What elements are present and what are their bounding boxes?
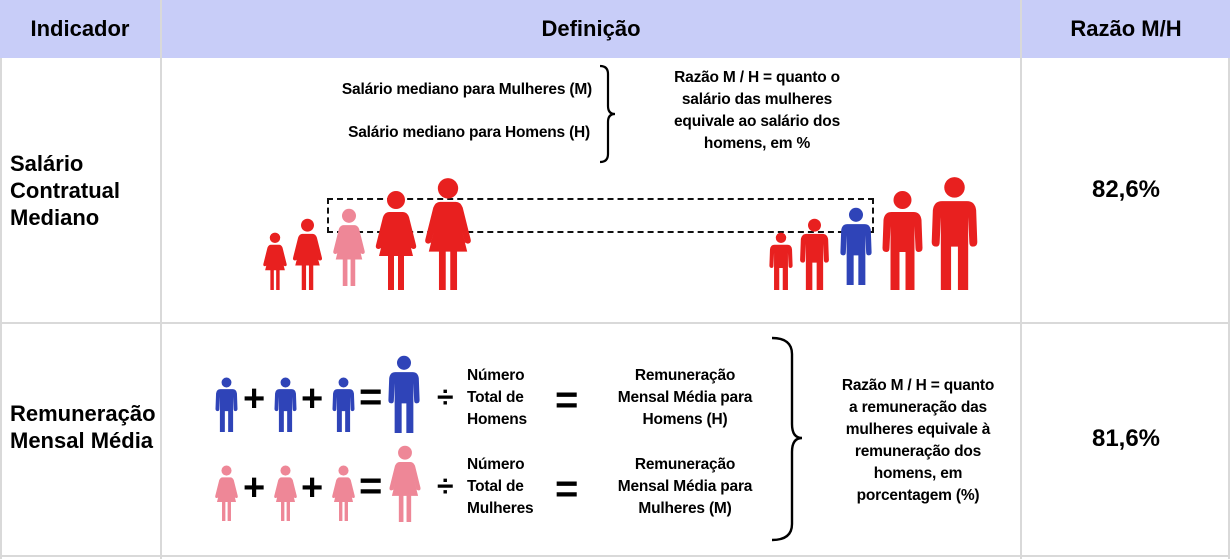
- indicator-line: Mediano: [10, 205, 100, 230]
- man-icon: [332, 377, 355, 432]
- text-line: Razão M / H = quanto o: [674, 69, 840, 86]
- text-line: Remuneração: [634, 367, 736, 384]
- man-icon: [274, 377, 297, 432]
- column-divider: [1020, 0, 1022, 559]
- man-icon: [769, 232, 793, 290]
- woman-icon: [263, 232, 287, 290]
- woman-icon: [375, 191, 417, 290]
- text-line: homens, em %: [703, 135, 811, 152]
- plus-sign: +: [243, 467, 266, 509]
- explanation-average: Razão M / H = quanto a remuneração das m…: [808, 375, 1028, 507]
- text-line: porcentagem (%): [856, 487, 980, 504]
- curly-brace-icon: [771, 336, 803, 542]
- text-line: mulheres equivale à: [845, 421, 991, 438]
- curly-brace-icon: [599, 64, 616, 164]
- ratio-remuneracao-media: 81,6%: [1091, 425, 1161, 452]
- men-average-pay: Remuneração Mensal Média para Homens (H): [595, 365, 775, 431]
- text-line: salário das mulheres: [681, 91, 833, 108]
- table-border: [0, 58, 2, 559]
- text-line: remuneração dos: [854, 443, 982, 460]
- indicator-line: Remuneração: [10, 401, 156, 426]
- men-median-label: Salário mediano para Homens (H): [348, 124, 590, 141]
- text-line: Total de: [467, 389, 524, 406]
- explanation-median: Razão M / H = quanto o salário das mulhe…: [630, 67, 884, 155]
- ratio-salario-mediano: 82,6%: [1091, 176, 1161, 203]
- median-highlight-box: [327, 198, 874, 233]
- header-indicador: Indicador: [0, 0, 160, 58]
- indicator-line: Contratual: [10, 178, 120, 203]
- text-line: equivale ao salário dos: [674, 113, 840, 130]
- plus-sign: +: [301, 467, 324, 509]
- text-line: Mensal Média para: [617, 389, 753, 406]
- men-total-count: Número Total de Homens: [467, 365, 527, 431]
- indicator-salario-contratual-mediano: Salário Contratual Mediano: [10, 150, 120, 231]
- man-icon: [215, 377, 238, 432]
- text-line: Razão M / H = quanto: [841, 377, 995, 394]
- women-average-pay: Remuneração Mensal Média para Mulheres (…: [595, 454, 775, 520]
- woman-icon: [332, 465, 355, 521]
- text-line: Mulheres (M): [638, 500, 732, 517]
- header-razao: Razão M/H: [1022, 0, 1230, 58]
- text-line: homens, em: [873, 465, 963, 482]
- row-divider: [0, 322, 1230, 324]
- indicator-line: Mensal Média: [10, 428, 154, 453]
- text-line: Homens (H): [642, 411, 728, 428]
- header-definicao: Definição: [162, 0, 1020, 58]
- woman-icon: [215, 465, 238, 521]
- man-icon: [882, 191, 923, 290]
- plus-sign: +: [301, 378, 324, 420]
- table-border: [0, 555, 1230, 557]
- text-line: Mulheres: [467, 500, 534, 517]
- text-line: Número: [467, 367, 525, 384]
- text-line: Número: [467, 456, 525, 473]
- total-woman-icon: [389, 445, 421, 522]
- table-border: [1228, 58, 1230, 559]
- text-line: Mensal Média para: [617, 478, 753, 495]
- text-line: Homens: [467, 411, 527, 428]
- woman-icon: [292, 218, 323, 290]
- women-median-label: Salário mediano para Mulheres (M): [341, 81, 592, 98]
- divide-sign: ÷: [437, 381, 454, 414]
- indicator-line: Salário: [10, 151, 84, 176]
- woman-icon: [274, 465, 297, 521]
- man-icon: [800, 218, 829, 290]
- text-line: a remuneração das: [849, 399, 987, 416]
- plus-sign: +: [243, 378, 266, 420]
- median-man-icon: [840, 207, 872, 285]
- text-line: Remuneração: [634, 456, 736, 473]
- total-man-icon: [388, 355, 420, 433]
- divide-sign: ÷: [437, 470, 454, 503]
- women-total-count: Número Total de Mulheres: [467, 454, 534, 520]
- indicator-remuneracao-mensal-media: Remuneração Mensal Média: [10, 400, 156, 454]
- median-woman-icon: [333, 208, 365, 286]
- man-icon: [931, 177, 978, 290]
- equals-sign: =: [359, 464, 383, 508]
- equals-sign: =: [555, 467, 579, 511]
- equals-sign: =: [359, 375, 383, 419]
- woman-icon: [425, 178, 471, 290]
- equals-sign: =: [555, 378, 579, 422]
- column-divider: [160, 0, 162, 559]
- text-line: Total de: [467, 478, 524, 495]
